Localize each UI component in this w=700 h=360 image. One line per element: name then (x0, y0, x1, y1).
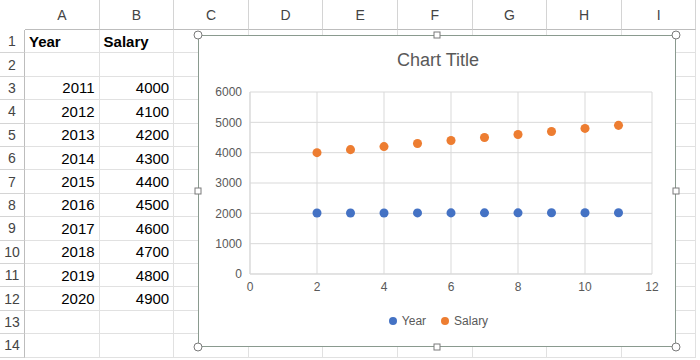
svg-text:2000: 2000 (215, 207, 242, 221)
svg-text:5000: 5000 (215, 116, 242, 130)
html-text:Year: Year (401, 314, 427, 328)
html-text:B: B (131, 6, 142, 23)
html-text:14: 14 (4, 337, 20, 354)
html-text:Salary: Salary (454, 314, 489, 328)
html-text:G: G (503, 6, 515, 23)
html-text:7: 7 (8, 173, 16, 190)
svg-text:6: 6 (448, 280, 455, 294)
html-text:4300: 4300 (135, 149, 170, 167)
html-text:9: 9 (8, 220, 16, 237)
svg-text:12: 12 (645, 280, 659, 294)
html-text:3: 3 (8, 80, 16, 96)
html-text:E: E (355, 6, 365, 23)
html-text:4500: 4500 (135, 196, 170, 214)
html-text:4600: 4600 (135, 219, 170, 237)
html-text:4900: 4900 (135, 290, 170, 308)
html-text:12: 12 (4, 290, 20, 307)
svg-text:0: 0 (247, 280, 254, 294)
html-text:Year: Year (29, 32, 61, 50)
svg-text:3000: 3000 (215, 176, 242, 190)
html-text:4400: 4400 (135, 173, 170, 191)
html-text:1: 1 (8, 33, 16, 50)
html-text:2017: 2017 (61, 219, 95, 237)
html-text:2015: 2015 (61, 173, 95, 191)
html-text:10: 10 (4, 243, 20, 260)
svg-text:0: 0 (235, 267, 242, 281)
html-text:2: 2 (8, 56, 16, 73)
html-text:4800: 4800 (135, 266, 170, 284)
html-text:2019: 2019 (61, 266, 95, 284)
html-text:11: 11 (4, 267, 20, 284)
svg-text:1000: 1000 (215, 237, 242, 251)
html-text:2011: 2011 (62, 79, 95, 97)
svg-text:10: 10 (578, 280, 592, 294)
html-text:2018: 2018 (61, 243, 95, 261)
svg-text:8: 8 (515, 280, 522, 294)
html-text:F: F (430, 6, 440, 23)
html-text:I: I (656, 6, 661, 23)
html-text:5: 5 (8, 126, 16, 143)
html-text:4100: 4100 (135, 102, 170, 120)
html-text:C: C (205, 6, 216, 23)
html-text:D: D (280, 6, 291, 23)
html-text:Chart Title: Chart Title (397, 50, 479, 70)
svg-text:2: 2 (314, 280, 321, 294)
html-text:H: H (578, 6, 589, 23)
html-text:4700: 4700 (135, 243, 170, 261)
html-text:2016: 2016 (61, 196, 95, 214)
html-text:8: 8 (8, 197, 16, 213)
html-text:4: 4 (8, 103, 16, 120)
svg-text:4000: 4000 (215, 146, 242, 160)
html-text:4200: 4200 (135, 126, 170, 144)
html-text:2013: 2013 (61, 126, 95, 144)
html-text:Salary: Salary (103, 32, 149, 50)
html-text:2012: 2012 (61, 102, 95, 120)
svg-text:4: 4 (381, 280, 388, 294)
html-text:6: 6 (8, 150, 16, 167)
svg-text:6000: 6000 (215, 85, 242, 99)
html-text:A: A (57, 6, 67, 23)
html-text:2020: 2020 (61, 290, 95, 308)
html-text:2014: 2014 (61, 149, 95, 167)
html-text:4000: 4000 (135, 79, 170, 97)
html-text:13: 13 (4, 314, 20, 330)
